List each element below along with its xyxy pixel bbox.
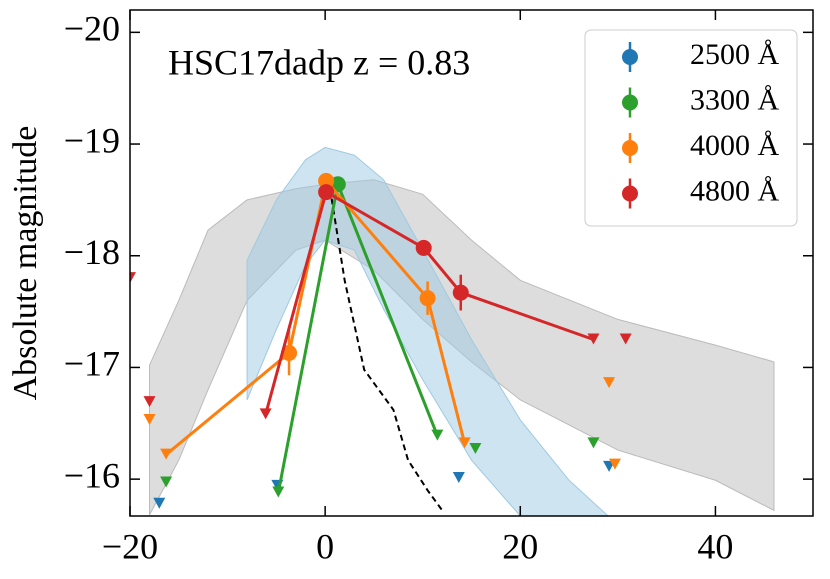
x-tick-label: 20 (502, 526, 538, 566)
legend-label: 4800 Å (690, 174, 780, 207)
x-tick-label: −20 (102, 526, 158, 566)
upper-limit-marker (603, 377, 616, 389)
upper-limit-marker (153, 497, 166, 509)
upper-limit-marker (608, 458, 621, 470)
upper-limit-marker (130, 272, 136, 284)
annotation: HSC17dadp z = 0.83 (168, 42, 470, 82)
y-tick-label: −18 (64, 232, 120, 272)
upper-limit-marker (469, 442, 482, 454)
upper-limit-marker (259, 408, 272, 420)
upper-limit-marker (452, 472, 465, 484)
legend-marker (622, 49, 638, 65)
axes-frame (129, 9, 814, 517)
y-tick-label: −19 (64, 120, 120, 160)
data-point (415, 239, 432, 256)
legend-label: 4000 Å (690, 129, 780, 162)
model-line (329, 188, 444, 512)
data-point (281, 344, 298, 361)
legend-label: 3300 Å (690, 83, 780, 116)
legend-label: 2500 Å (690, 38, 780, 71)
upper-limit-marker (143, 413, 156, 425)
x-tick-label: 0 (316, 526, 334, 566)
upper-limit-marker (160, 476, 173, 488)
upper-limit-marker (458, 437, 471, 449)
upper-limit-marker (143, 396, 156, 408)
data-point (452, 284, 469, 301)
legend-marker (622, 185, 638, 202)
upper-limit-marker (587, 437, 600, 449)
upper-limit-marker (272, 486, 285, 498)
upper-limit-marker (431, 429, 444, 441)
legend-marker (622, 140, 638, 156)
y-tick-label: −20 (64, 9, 120, 49)
plot-area (130, 146, 775, 516)
upper-limit-marker (587, 333, 600, 345)
upper-limit-marker (160, 448, 173, 460)
upper-limit-marker (619, 333, 632, 345)
data-point (419, 290, 436, 307)
y-tick-label: −16 (64, 455, 120, 495)
legend-box (584, 29, 798, 227)
data-point (318, 172, 335, 189)
data-point (318, 184, 335, 201)
x-tick-label: 40 (697, 526, 733, 566)
y-tick-label: −17 (64, 344, 120, 384)
legend-marker (622, 94, 638, 111)
y-axis-label: Absolute magnitude (7, 126, 44, 401)
